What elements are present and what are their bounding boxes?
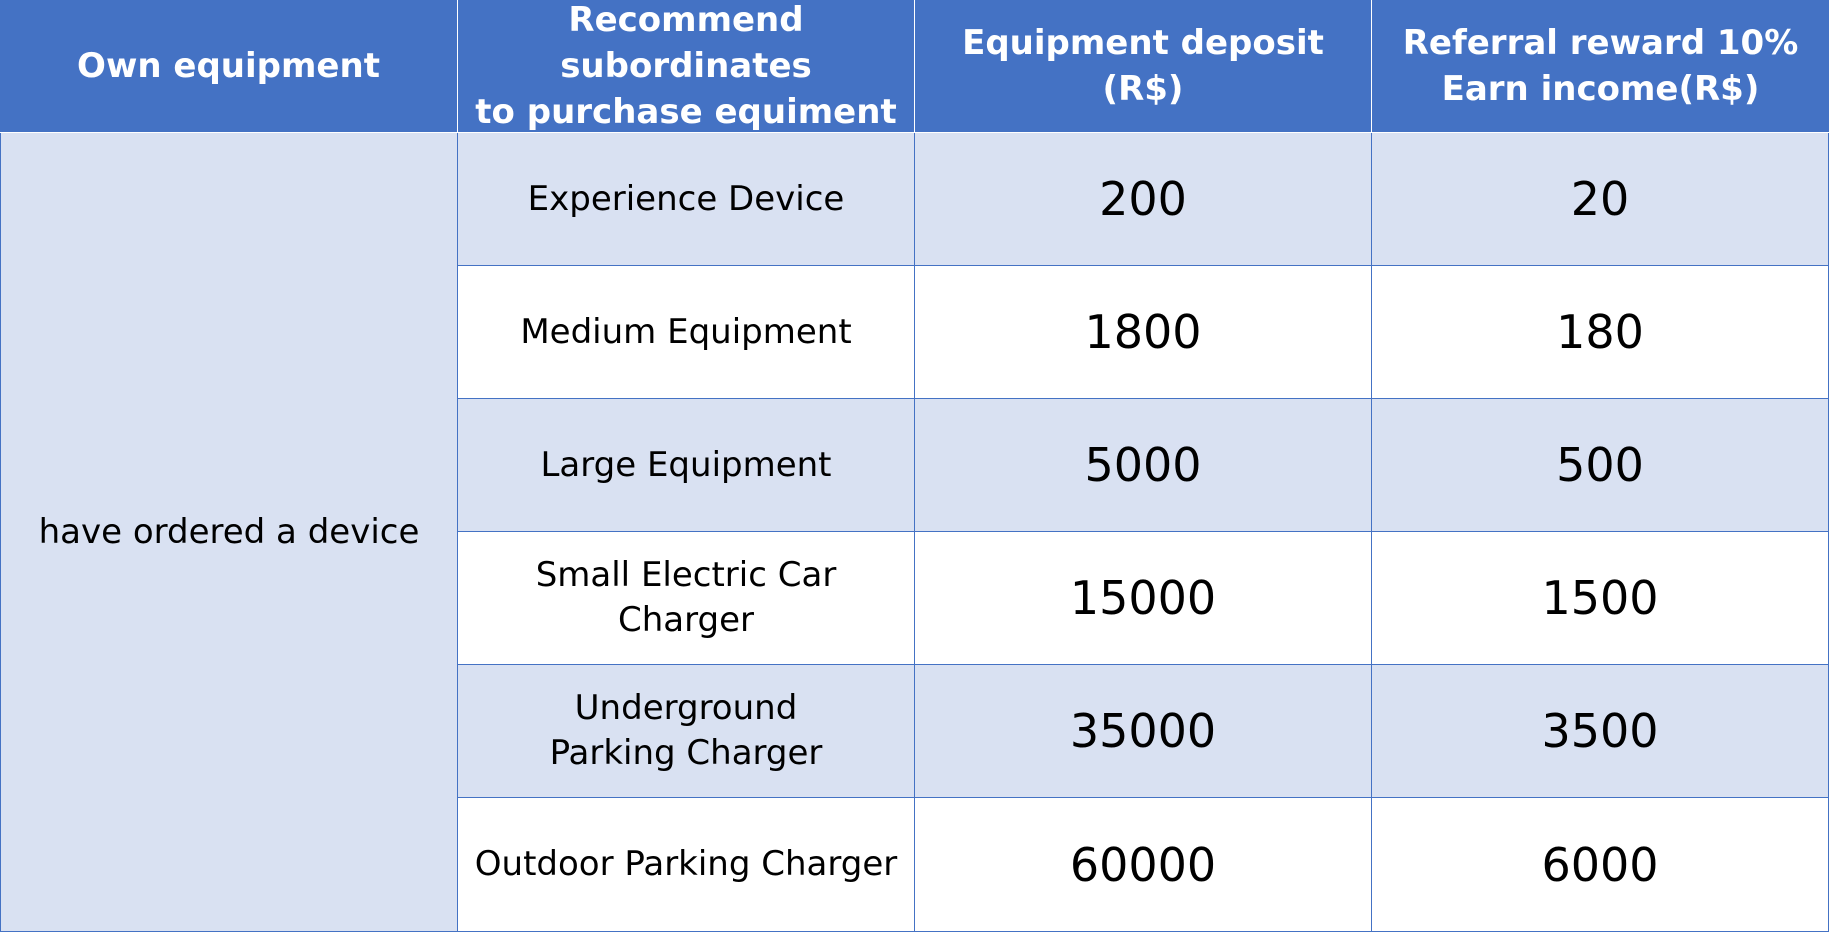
table-row-deposit: 5000: [915, 399, 1372, 532]
table-row-equipment-name: Outdoor Parking Charger: [458, 798, 915, 932]
header-recommend-line1: Recommend subordinates: [560, 0, 812, 86]
header-reward-line1: Referral reward 10%: [1402, 23, 1799, 63]
header-referral-reward: Referral reward 10% Earn income(R$): [1372, 0, 1829, 133]
header-recommend-line2: to purchase equiment: [475, 92, 897, 132]
header-recommend-subordinates: Recommend subordinates to purchase equim…: [458, 0, 915, 133]
header-equipment-deposit: Equipment deposit (R$): [915, 0, 1372, 133]
header-reward-line2: Earn income(R$): [1441, 69, 1760, 109]
table-row-deposit: 15000: [915, 532, 1372, 665]
table-row-equipment-name: Experience Device: [458, 133, 915, 266]
equipment-name-line1: Large Equipment: [540, 444, 832, 485]
table-row-equipment-name: Medium Equipment: [458, 266, 915, 399]
table-row-deposit: 1800: [915, 266, 1372, 399]
header-deposit-line2: (R$): [1102, 69, 1184, 109]
header-own-equipment-label: Own equipment: [77, 46, 380, 86]
table-row-deposit: 200: [915, 133, 1372, 266]
table-row-equipment-name: Large Equipment: [458, 399, 915, 532]
equipment-name-line1: Outdoor Parking Charger: [474, 844, 898, 884]
equipment-name-line1: Medium Equipment: [520, 311, 852, 352]
table-row-reward: 500: [1372, 399, 1829, 532]
table-row-equipment-name: Small Electric Car Charger: [458, 532, 915, 665]
equipment-name-line1: Small Electric Car Charger: [535, 555, 837, 640]
table-row-reward: 6000: [1372, 798, 1829, 932]
table-row-reward: 3500: [1372, 665, 1829, 798]
table-row-deposit: 60000: [915, 798, 1372, 932]
equipment-name-line1: Underground: [574, 688, 798, 728]
table-row-equipment-name: Underground Parking Charger: [458, 665, 915, 798]
equipment-name-line2: Parking Charger: [549, 733, 823, 773]
header-own-equipment: Own equipment: [0, 0, 458, 133]
header-deposit-line1: Equipment deposit: [962, 23, 1324, 63]
equipment-name-line1: Experience Device: [527, 178, 845, 219]
own-equipment-value: have ordered a device: [38, 512, 420, 552]
table-row-reward: 1500: [1372, 532, 1829, 665]
own-equipment-cell: have ordered a device: [0, 133, 458, 932]
table-row-reward: 20: [1372, 133, 1829, 266]
table-row-deposit: 35000: [915, 665, 1372, 798]
table-row-reward: 180: [1372, 266, 1829, 399]
